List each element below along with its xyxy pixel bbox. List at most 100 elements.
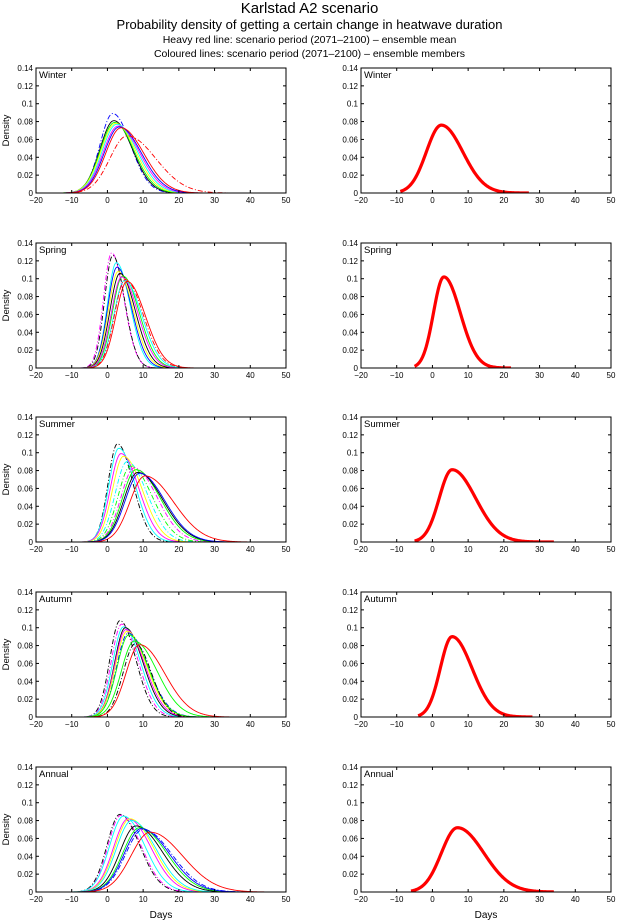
members-summer-season-label: Summer bbox=[39, 419, 75, 430]
x-tick-label: 20 bbox=[174, 371, 183, 380]
mean-autumn-axes-box bbox=[360, 591, 612, 718]
y-tick-label: 0.04 bbox=[17, 153, 33, 162]
x-tick-label: 50 bbox=[607, 371, 616, 380]
x-tick-label: −10 bbox=[65, 545, 79, 554]
member-line-winter-4 bbox=[57, 123, 286, 193]
y-tick-label: 0.12 bbox=[342, 606, 358, 615]
x-tick-label: 30 bbox=[210, 196, 219, 205]
mean-spring-season-label: Spring bbox=[364, 245, 391, 256]
mean-annual-season-label: Annual bbox=[364, 769, 394, 780]
x-tick-label: −20 bbox=[354, 371, 368, 380]
y-tick-label: 0.02 bbox=[17, 870, 33, 879]
y-tick-label: 0.08 bbox=[17, 293, 33, 302]
x-tick-label: 40 bbox=[571, 371, 580, 380]
members-spring-season-label: Spring bbox=[39, 245, 66, 256]
member-line-annual-4 bbox=[57, 818, 286, 892]
y-tick-label: 0.08 bbox=[17, 642, 33, 651]
y-tick-label: 0.12 bbox=[17, 82, 33, 91]
x-tick-label: −10 bbox=[390, 371, 404, 380]
y-tick-label: 0.1 bbox=[347, 624, 359, 633]
y-tick-label: 0.12 bbox=[17, 606, 33, 615]
x-tick-label: 20 bbox=[499, 545, 508, 554]
mean-winter-season-label: Winter bbox=[364, 70, 391, 81]
member-line-summer-10 bbox=[57, 475, 286, 542]
member-line-autumn-8 bbox=[57, 640, 286, 717]
legend-line-members: Coloured lines: scenario period (2071–21… bbox=[153, 48, 466, 60]
y-tick-label: 0 bbox=[29, 364, 34, 373]
members-autumn-season-label: Autumn bbox=[39, 594, 72, 605]
x-tick-label: 20 bbox=[499, 895, 508, 904]
x-tick-label: −20 bbox=[29, 545, 43, 554]
x-tick-label: 30 bbox=[210, 895, 219, 904]
y-tick-label: 0.02 bbox=[342, 870, 358, 879]
member-line-spring-5 bbox=[57, 272, 286, 368]
members-autumn-axes-box bbox=[35, 591, 287, 718]
y-tick-label: 0.12 bbox=[342, 82, 358, 91]
x-tick-label: 40 bbox=[571, 720, 580, 729]
x-tick-label: 0 bbox=[430, 371, 435, 380]
y-tick-label: 0.1 bbox=[22, 100, 34, 109]
x-tick-label: 40 bbox=[246, 720, 255, 729]
x-tick-label: 10 bbox=[464, 196, 473, 205]
y-tick-label: 0.06 bbox=[342, 135, 358, 144]
x-tick-label: −10 bbox=[390, 895, 404, 904]
x-tick-label: 0 bbox=[105, 545, 110, 554]
member-line-autumn-0 bbox=[57, 620, 286, 717]
x-tick-label: 30 bbox=[210, 545, 219, 554]
member-line-spring-1 bbox=[57, 254, 286, 368]
y-tick-label: 0.14 bbox=[342, 763, 358, 772]
mean-line-autumn bbox=[417, 635, 534, 717]
mean-spring-axes-box bbox=[360, 242, 612, 369]
x-tick-label: 20 bbox=[499, 720, 508, 729]
members-spring-axes-box bbox=[35, 242, 287, 369]
mean-line-summer bbox=[413, 468, 555, 542]
x-tick-label: 50 bbox=[282, 196, 291, 205]
member-line-winter-8 bbox=[57, 135, 286, 193]
y-axis-label: Density bbox=[1, 638, 12, 670]
y-tick-label: 0.06 bbox=[342, 310, 358, 319]
member-line-autumn-5 bbox=[57, 630, 286, 717]
x-tick-label: 20 bbox=[499, 196, 508, 205]
x-tick-label: −20 bbox=[354, 196, 368, 205]
x-tick-label: 10 bbox=[139, 895, 148, 904]
member-line-winter-6 bbox=[57, 126, 286, 193]
y-tick-label: 0.12 bbox=[17, 257, 33, 266]
y-tick-label: 0.08 bbox=[342, 817, 358, 826]
y-tick-label: 0.02 bbox=[17, 520, 33, 529]
x-tick-label: 0 bbox=[105, 371, 110, 380]
x-tick-label: 30 bbox=[535, 895, 544, 904]
member-line-summer-4 bbox=[57, 461, 286, 542]
member-line-autumn-1 bbox=[57, 623, 286, 717]
y-tick-label: 0.08 bbox=[17, 467, 33, 476]
y-tick-label: 0.08 bbox=[342, 293, 358, 302]
x-tick-label: 50 bbox=[607, 196, 616, 205]
member-line-autumn-3 bbox=[57, 627, 286, 717]
member-line-autumn-7 bbox=[57, 634, 286, 717]
member-line-spring-10 bbox=[57, 280, 286, 368]
members-winter-season-label: Winter bbox=[39, 70, 66, 81]
y-tick-label: 0.02 bbox=[342, 520, 358, 529]
y-tick-label: 0.08 bbox=[342, 118, 358, 127]
mean-line-winter bbox=[399, 123, 530, 193]
figure-title: Karlstad A2 scenario bbox=[240, 0, 379, 17]
x-tick-label: 40 bbox=[246, 895, 255, 904]
y-tick-label: 0 bbox=[354, 538, 359, 547]
x-tick-label: 20 bbox=[499, 371, 508, 380]
member-line-winter-3 bbox=[57, 122, 286, 193]
x-tick-label: 30 bbox=[535, 545, 544, 554]
y-tick-label: 0.1 bbox=[22, 449, 34, 458]
x-tick-label: −10 bbox=[390, 545, 404, 554]
y-tick-label: 0.1 bbox=[347, 275, 359, 284]
y-tick-label: 0.04 bbox=[17, 852, 33, 861]
member-line-annual-6 bbox=[57, 825, 286, 892]
x-tick-label: 40 bbox=[246, 196, 255, 205]
x-tick-label: 30 bbox=[210, 720, 219, 729]
y-tick-label: 0.06 bbox=[342, 484, 358, 493]
x-tick-label: 50 bbox=[607, 895, 616, 904]
x-tick-label: 50 bbox=[607, 720, 616, 729]
y-tick-label: 0 bbox=[29, 538, 34, 547]
x-tick-label: −10 bbox=[65, 720, 79, 729]
x-tick-label: 10 bbox=[464, 371, 473, 380]
x-tick-label: 0 bbox=[430, 720, 435, 729]
